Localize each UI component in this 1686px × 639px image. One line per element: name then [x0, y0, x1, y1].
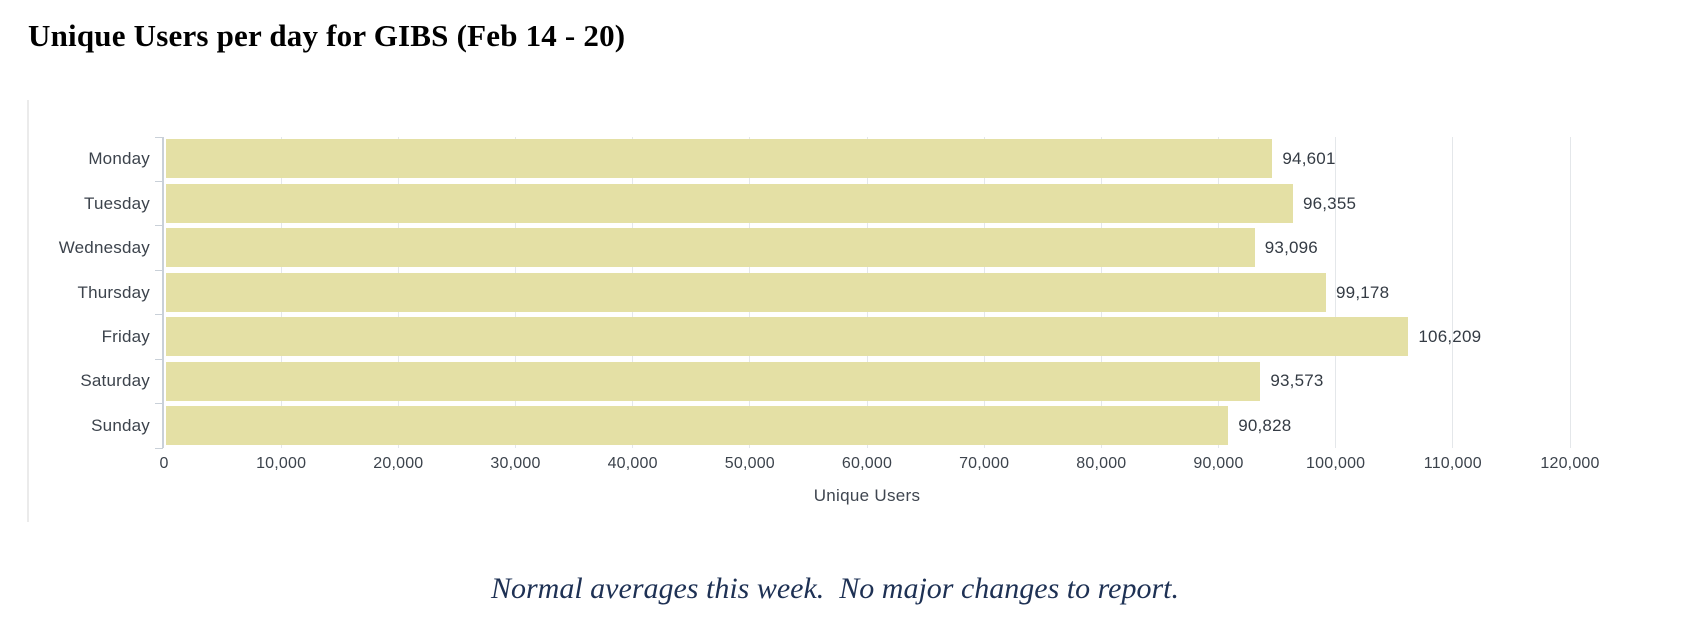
x-tick-label: 100,000 [1306, 455, 1366, 472]
value-label: 96,355 [1302, 193, 1357, 213]
value-label: 90,828 [1238, 415, 1292, 435]
y-axis-line [162, 137, 164, 448]
summary-note: Normal averages this week. No major chan… [491, 572, 1179, 605]
x-tick-label: 10,000 [256, 455, 307, 472]
category-label: Sunday [91, 415, 150, 435]
y-axis-tick [155, 403, 163, 405]
value-label: 93,096 [1264, 238, 1318, 258]
gridline [1335, 137, 1337, 448]
category-label: Tuesday [84, 193, 150, 213]
x-tick-label: 20,000 [373, 455, 424, 472]
value-label: 106,209 [1418, 326, 1482, 346]
category-label: Wednesday [58, 238, 150, 258]
x-tick-label: 30,000 [490, 455, 541, 472]
x-tick-label: 90,000 [1193, 455, 1244, 472]
chart-title: Unique Users per day for GIBS (Feb 14 - … [28, 18, 626, 53]
x-tick-label: 110,000 [1423, 455, 1482, 472]
y-axis-tick [155, 136, 163, 138]
category-label: Saturday [80, 371, 150, 391]
bar-tuesday [166, 183, 1293, 223]
category-label: Monday [88, 149, 150, 169]
x-tick-label: 70,000 [959, 455, 1010, 472]
gridline [1452, 137, 1454, 448]
bar-wednesday [166, 228, 1255, 268]
y-axis-tick [155, 358, 163, 360]
y-axis-tick [155, 180, 163, 182]
y-axis-tick [155, 447, 163, 449]
bar-saturday [166, 361, 1261, 401]
x-tick-label: 60,000 [841, 455, 893, 472]
bar-thursday [166, 272, 1327, 312]
value-label: 93,573 [1270, 371, 1324, 391]
x-tick-label: 40,000 [607, 455, 658, 472]
y-axis-tick [155, 269, 163, 271]
bar-monday [166, 139, 1273, 179]
gridline [1569, 137, 1571, 448]
x-tick-label: 80,000 [1076, 455, 1127, 472]
category-label: Thursday [77, 282, 150, 302]
x-tick-label: 0 [159, 455, 169, 472]
x-axis-title: Unique Users [813, 486, 921, 505]
bar-friday [166, 317, 1409, 357]
value-label: 99,178 [1336, 282, 1390, 302]
x-tick-label: 50,000 [724, 455, 775, 472]
bar-sunday [166, 405, 1229, 445]
y-axis-tick [155, 225, 163, 227]
chart-panel-border [27, 100, 29, 522]
category-label: Friday [101, 326, 150, 346]
value-label: 94,601 [1282, 149, 1336, 169]
x-tick-label: 120,000 [1540, 455, 1600, 472]
y-axis-tick [155, 314, 163, 316]
